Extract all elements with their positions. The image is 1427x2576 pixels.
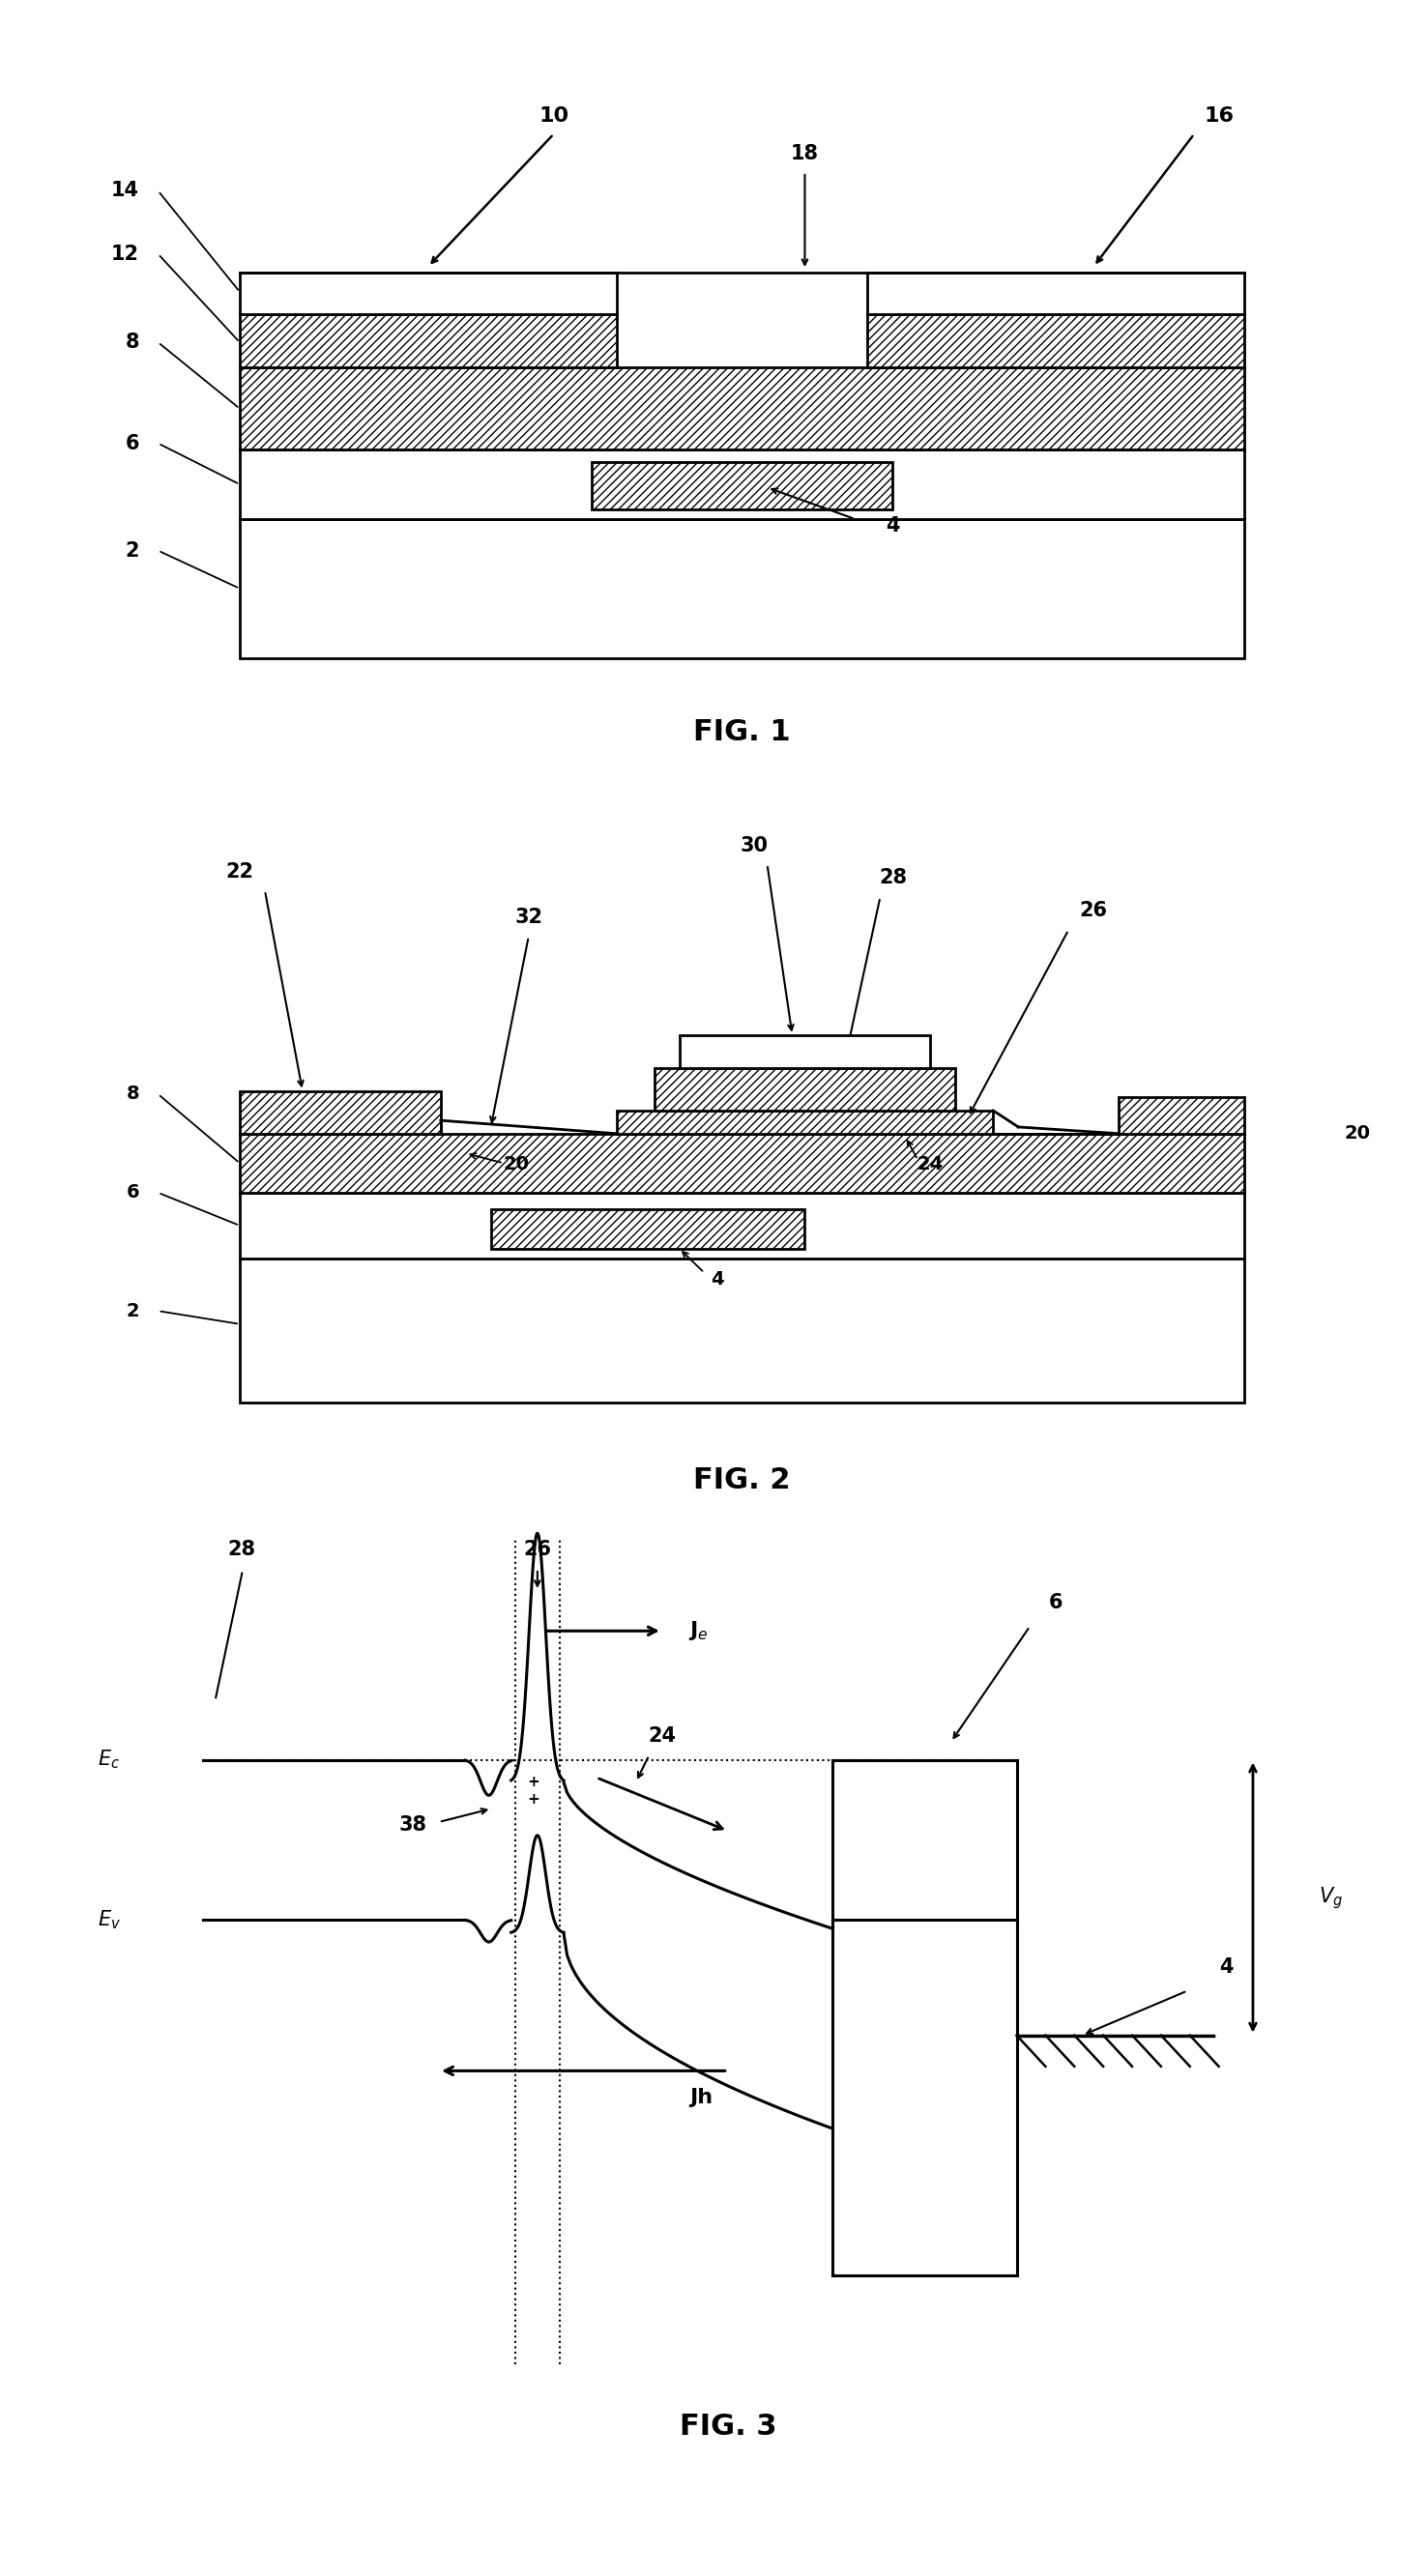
Text: 30: 30	[741, 835, 769, 855]
Bar	[240, 1193, 1244, 1257]
Bar	[240, 314, 616, 368]
Text: 6: 6	[1049, 1592, 1063, 1613]
Bar	[591, 461, 893, 510]
Text: 12: 12	[111, 245, 140, 263]
Text: E$_v$: E$_v$	[97, 1909, 121, 1932]
Text: +: +	[528, 1793, 539, 1806]
Bar	[240, 451, 1244, 520]
Text: 26: 26	[1080, 902, 1107, 920]
Text: 28: 28	[228, 1540, 255, 1558]
Bar	[240, 1257, 1244, 1404]
Text: 14: 14	[111, 180, 140, 201]
Text: J$_e$: J$_e$	[688, 1620, 708, 1643]
Text: 28: 28	[879, 868, 906, 889]
Text: 22: 22	[225, 863, 254, 881]
Text: 38: 38	[398, 1816, 427, 1834]
Text: FIG. 3: FIG. 3	[679, 2414, 776, 2442]
Text: 8: 8	[126, 332, 140, 353]
Text: FIG. 1: FIG. 1	[694, 719, 791, 747]
Bar	[240, 520, 1244, 657]
Text: 20: 20	[1344, 1123, 1371, 1144]
Bar	[240, 1090, 441, 1133]
Text: 8: 8	[126, 1084, 140, 1103]
Text: 6: 6	[126, 433, 140, 453]
Text: 4: 4	[886, 515, 900, 536]
Text: 10: 10	[538, 106, 569, 126]
Text: 2: 2	[126, 541, 140, 562]
Text: 20: 20	[502, 1154, 529, 1175]
Bar	[240, 273, 616, 314]
Text: 26: 26	[524, 1540, 551, 1558]
Text: 32: 32	[515, 907, 542, 927]
Text: 18: 18	[791, 144, 819, 162]
Text: V$_g$: V$_g$	[1319, 1886, 1343, 1911]
Bar	[1119, 1097, 1244, 1133]
Text: FIG. 2: FIG. 2	[694, 1466, 791, 1494]
Text: 6: 6	[126, 1182, 140, 1203]
Text: Jh: Jh	[689, 2087, 714, 2107]
Text: 24: 24	[648, 1726, 676, 1747]
Bar	[240, 1133, 1244, 1193]
Bar	[868, 314, 1244, 368]
Text: 24: 24	[918, 1154, 943, 1175]
Text: 4: 4	[711, 1270, 723, 1288]
Text: 2: 2	[126, 1301, 140, 1319]
Bar	[491, 1208, 805, 1249]
Bar	[616, 1110, 993, 1133]
Bar	[654, 1069, 956, 1110]
Bar	[868, 273, 1244, 314]
Text: +: +	[528, 1775, 539, 1790]
Bar	[240, 368, 1244, 451]
Text: 4: 4	[1220, 1958, 1234, 1976]
Text: E$_c$: E$_c$	[97, 1749, 120, 1772]
Bar	[679, 1036, 930, 1069]
Text: 16: 16	[1204, 106, 1234, 126]
